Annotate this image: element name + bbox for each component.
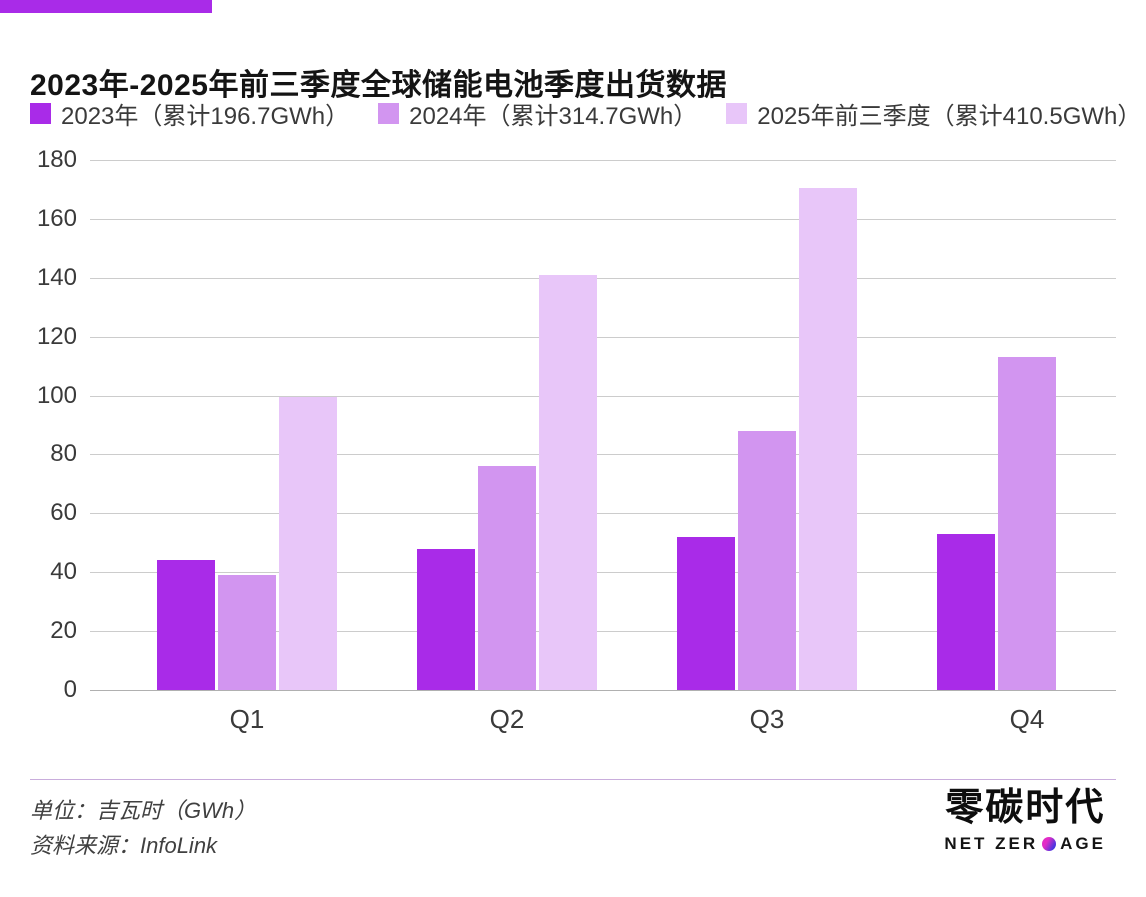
bar-Q4-series1 [937,534,995,690]
gridline-40 [90,572,1116,574]
bar-Q3-series2 [738,431,796,690]
legend-item-2025: 2025年前三季度（累计410.5GWh） [726,96,1141,131]
bar-Q2-series2 [478,466,536,690]
brand-logo-english: NET ZER AGE [944,834,1106,854]
legend-swatch-2023 [30,103,51,124]
gridline-0 [90,690,1116,691]
gridline-80 [90,454,1116,456]
unit-note: 单位：吉瓦时（GWh） [30,798,257,823]
gridline-140 [90,277,1116,279]
brand-logo-en-post: AGE [1060,834,1106,853]
brand-logo: 零碳时代 NET ZER AGE [944,786,1106,854]
y-axis-tick-140: 140 [36,263,77,291]
chart-legend: 2023年（累计196.7GWh） 2024年（累计314.7GWh） 2025… [30,96,1141,131]
legend-label-2023: 2023年（累计196.7GWh） [61,103,350,130]
y-axis-tick-20: 20 [50,617,77,645]
footer-divider [30,779,1116,780]
bar-Q3-series1 [677,537,735,690]
brand-logo-chinese: 零碳时代 [945,787,1106,829]
gridline-60 [90,513,1116,515]
y-axis-tick-40: 40 [50,558,77,586]
x-axis-label-Q3: Q3 [749,704,785,734]
gridline-120 [90,336,1116,338]
x-axis-label-Q1: Q1 [229,704,265,734]
gridline-160 [90,218,1116,220]
y-axis-tick-0: 0 [63,676,77,703]
bar-Q1-series1 [157,560,215,690]
legend-label-2025: 2025年前三季度（累计410.5GWh） [757,103,1142,130]
y-axis-tick-60: 60 [50,499,77,527]
legend-item-2024: 2024年（累计314.7GWh） [378,96,697,131]
page-title: 2023年-2025年前三季度全球储能电池季度出货数据 [30,69,727,103]
legend-label-2024: 2024年（累计314.7GWh） [409,103,698,130]
legend-swatch-2024 [378,103,400,124]
bar-Q2-series3 [539,275,597,690]
bar-Q1-series2 [218,575,276,690]
y-axis-tick-180: 180 [36,146,77,173]
y-axis-tick-120: 120 [36,322,77,350]
bar-Q1-series3 [279,397,337,690]
legend-swatch-2025 [726,103,748,124]
y-axis-tick-100: 100 [36,381,77,409]
legend-item-2023: 2023年（累计196.7GWh） [30,96,349,131]
y-axis-tick-160: 160 [36,204,77,232]
gridline-20 [90,631,1116,633]
gridline-100 [90,395,1116,397]
x-axis-label-Q4: Q4 [1009,704,1045,734]
brand-logo-dot-icon [1042,837,1057,851]
bar-Q2-series1 [417,549,475,690]
bar-Q4-series2 [998,357,1056,690]
x-axis-label-Q2: Q2 [489,704,525,734]
plot-area: 0 20 40 60 80 100 120 140 160 180 Q1 Q2 Q3 Q4 [37,148,1116,734]
gridline-180 [90,160,1116,161]
y-axis-tick-80: 80 [50,440,77,468]
brand-logo-en-pre: NET ZER [944,834,1039,853]
source-note: 资料来源：InfoLink [30,833,218,858]
accent-bar [0,0,212,13]
bar-Q3-series3 [799,188,857,690]
